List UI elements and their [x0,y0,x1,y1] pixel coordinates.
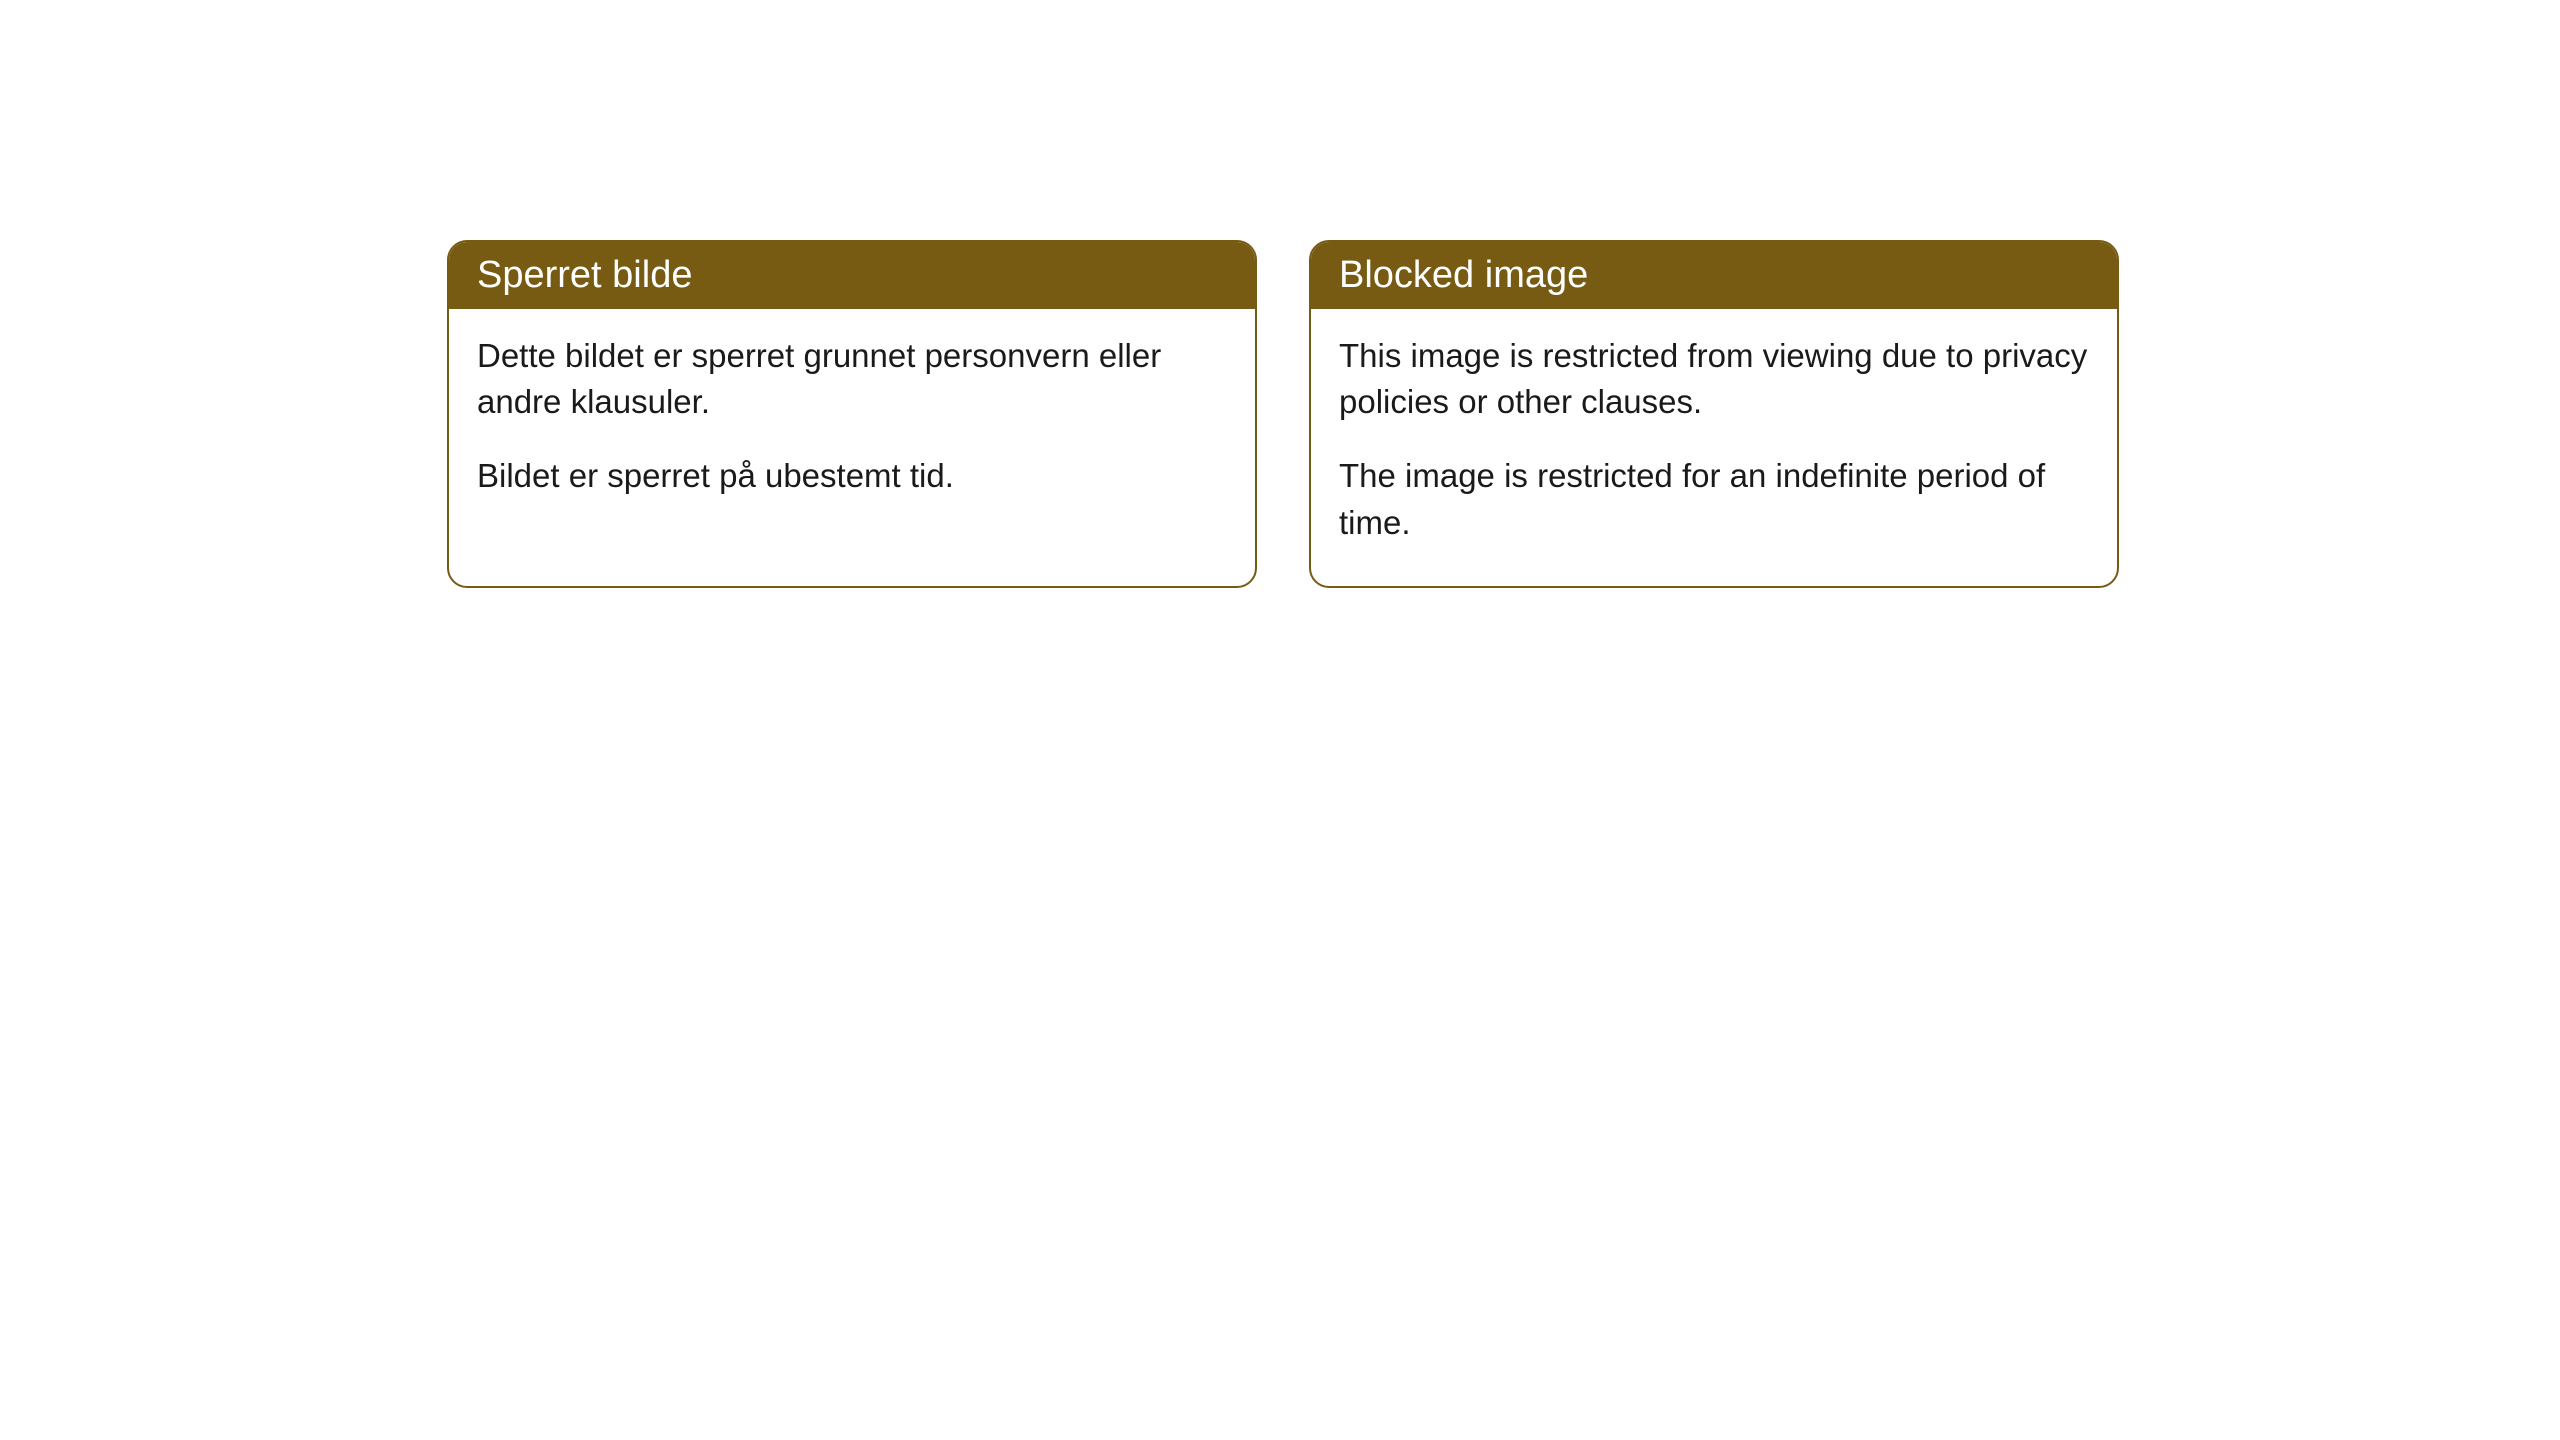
card-title: Blocked image [1311,242,2117,309]
card-paragraph: The image is restricted for an indefinit… [1339,453,2089,545]
card-body: This image is restricted from viewing du… [1311,309,2117,586]
notice-card-english: Blocked image This image is restricted f… [1309,240,2119,588]
notice-card-norwegian: Sperret bilde Dette bildet er sperret gr… [447,240,1257,588]
card-paragraph: This image is restricted from viewing du… [1339,333,2089,425]
card-title: Sperret bilde [449,242,1255,309]
card-body: Dette bildet er sperret grunnet personve… [449,309,1255,540]
notice-cards-container: Sperret bilde Dette bildet er sperret gr… [447,240,2119,588]
card-paragraph: Dette bildet er sperret grunnet personve… [477,333,1227,425]
card-paragraph: Bildet er sperret på ubestemt tid. [477,453,1227,499]
